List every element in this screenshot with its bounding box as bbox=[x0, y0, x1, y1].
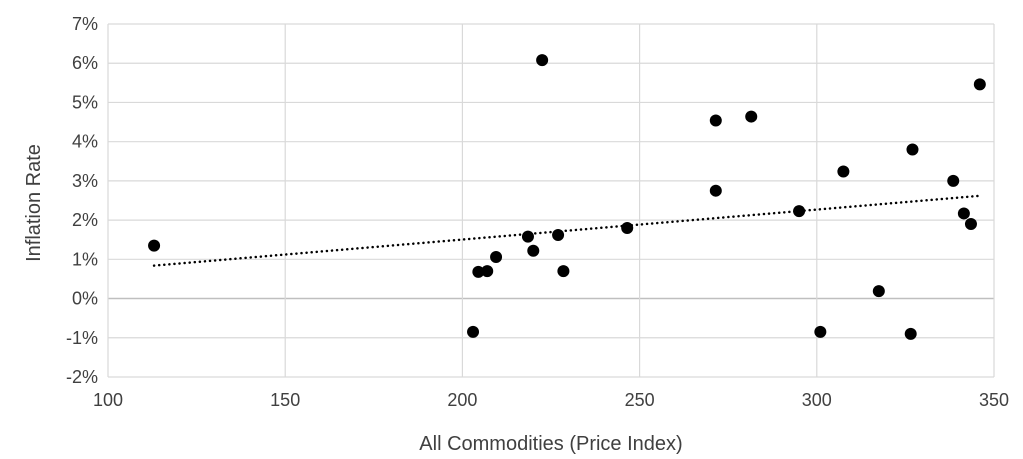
y-tick-label: 2% bbox=[72, 210, 98, 230]
y-tick-label: 3% bbox=[72, 171, 98, 191]
x-axis-ticks: 100 150 200 250 300 350 bbox=[93, 390, 1009, 410]
x-tick-label: 200 bbox=[447, 390, 477, 410]
data-point bbox=[709, 184, 722, 197]
data-point bbox=[481, 265, 494, 278]
data-point bbox=[957, 207, 970, 220]
data-point bbox=[964, 218, 977, 231]
gridlines bbox=[107, 23, 995, 378]
y-axis-ticks: -2% -1% 0% 1% 2% 3% 4% 5% 6% 7% bbox=[66, 14, 98, 387]
data-point bbox=[467, 325, 480, 338]
y-tick-label: -2% bbox=[66, 367, 98, 387]
x-tick-label: 250 bbox=[625, 390, 655, 410]
x-tick-label: 300 bbox=[802, 390, 832, 410]
y-tick-label: 6% bbox=[72, 53, 98, 73]
data-point bbox=[973, 78, 986, 91]
y-axis-title: Inflation Rate bbox=[23, 144, 45, 262]
data-point bbox=[490, 250, 503, 263]
data-point bbox=[621, 221, 634, 234]
data-point bbox=[709, 114, 722, 127]
data-point bbox=[536, 54, 549, 67]
y-tick-label: -1% bbox=[66, 328, 98, 348]
data-point bbox=[904, 327, 917, 340]
x-tick-label: 350 bbox=[979, 390, 1009, 410]
x-tick-label: 150 bbox=[270, 390, 300, 410]
data-point bbox=[521, 230, 534, 243]
data-point bbox=[148, 239, 161, 252]
data-point bbox=[837, 165, 850, 178]
data-point bbox=[947, 174, 960, 187]
trendline bbox=[152, 194, 982, 267]
x-axis-title: All Commodities (Price Index) bbox=[419, 433, 682, 455]
data-point bbox=[552, 229, 565, 242]
y-tick-label: 0% bbox=[72, 289, 98, 309]
data-point bbox=[472, 265, 485, 278]
y-tick-label: 5% bbox=[72, 92, 98, 112]
data-points bbox=[148, 54, 986, 340]
data-point bbox=[872, 285, 885, 298]
y-tick-label: 1% bbox=[72, 249, 98, 269]
y-tick-label: 7% bbox=[72, 14, 98, 34]
data-point bbox=[527, 244, 540, 257]
data-point bbox=[557, 265, 570, 278]
data-point bbox=[814, 325, 827, 338]
data-point bbox=[793, 205, 806, 218]
y-tick-label: 4% bbox=[72, 132, 98, 152]
data-point bbox=[906, 143, 919, 156]
trendline-layer bbox=[152, 194, 982, 267]
data-point bbox=[745, 110, 758, 123]
x-tick-label: 100 bbox=[93, 390, 123, 410]
